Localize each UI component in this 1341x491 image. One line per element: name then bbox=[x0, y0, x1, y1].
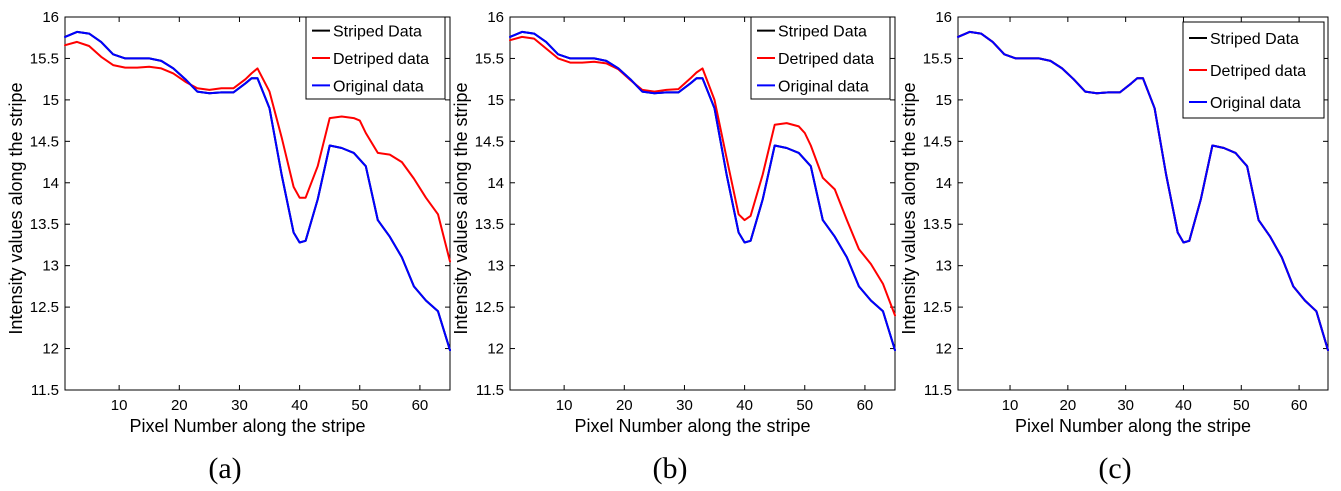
y-tick-label: 13 bbox=[935, 258, 952, 275]
legend-entry: Detriped data bbox=[778, 51, 874, 68]
panel-caption: (c) bbox=[1098, 452, 1131, 485]
y-axis-label: Intensity values along the stripe bbox=[451, 82, 471, 334]
chart-panel-3: 10 20 30 40 50 60 11.5 12 12.5 13 13.5 14 14.5 15 15.5… bbox=[899, 9, 1329, 485]
y-axis-label: Intensity values along the stripe bbox=[899, 82, 919, 334]
y-tick-label: 13.5 bbox=[30, 216, 59, 233]
y-tick-label: 15.5 bbox=[30, 50, 59, 67]
legend-entry: Original data bbox=[1210, 95, 1301, 112]
y-tick-label: 12.5 bbox=[30, 299, 59, 316]
x-tick-label: 30 bbox=[1117, 397, 1134, 414]
legend-entry: Detriped data bbox=[1210, 63, 1306, 80]
x-tick-label: 50 bbox=[796, 397, 813, 414]
legend-entry: Striped Data bbox=[1210, 31, 1299, 48]
legend-entry: Detriped data bbox=[333, 51, 429, 68]
y-tick-label: 12 bbox=[487, 341, 504, 358]
x-tick-label: 20 bbox=[171, 397, 188, 414]
y-tick-label: 11.5 bbox=[31, 382, 59, 399]
series-line-3 bbox=[509, 30, 896, 352]
series-line-2 bbox=[64, 40, 451, 263]
y-tick-label: 11.5 bbox=[924, 382, 952, 399]
x-tick-label: 10 bbox=[1002, 397, 1019, 414]
y-tick-label: 15.5 bbox=[923, 50, 952, 67]
x-axis-label: Pixel Number along the stripe bbox=[574, 416, 810, 436]
y-tick-label: 12.5 bbox=[923, 299, 952, 316]
y-axis-label: Intensity values along the stripe bbox=[6, 82, 26, 334]
y-tick-label: 14.5 bbox=[475, 133, 504, 150]
y-tick-label: 14.5 bbox=[923, 133, 952, 150]
x-tick-label: 60 bbox=[857, 397, 874, 414]
y-tick-label: 13 bbox=[487, 258, 504, 275]
y-tick-label: 13 bbox=[42, 258, 59, 275]
legend-entry: Original data bbox=[778, 78, 869, 95]
x-tick-label: 10 bbox=[111, 397, 128, 414]
y-tick-label: 14 bbox=[42, 175, 59, 192]
y-tick-label: 14 bbox=[487, 175, 504, 192]
y-tick-label: 14.5 bbox=[30, 133, 59, 150]
y-tick-label: 15 bbox=[935, 92, 952, 109]
x-tick-label: 20 bbox=[1060, 397, 1077, 414]
legend-entry: Striped Data bbox=[333, 24, 422, 41]
panel-caption: (a) bbox=[208, 452, 241, 485]
x-tick-label: 40 bbox=[291, 397, 308, 414]
y-tick-label: 12.5 bbox=[475, 299, 504, 316]
x-tick-label: 60 bbox=[1291, 397, 1308, 414]
y-tick-label: 14 bbox=[935, 175, 952, 192]
legend-entry: Striped Data bbox=[778, 24, 867, 41]
y-tick-label: 16 bbox=[42, 9, 59, 26]
series-line-3 bbox=[64, 30, 451, 352]
x-axis-label: Pixel Number along the stripe bbox=[129, 416, 365, 436]
x-tick-label: 50 bbox=[351, 397, 368, 414]
x-tick-label: 30 bbox=[676, 397, 693, 414]
y-tick-label: 13.5 bbox=[475, 216, 504, 233]
x-tick-label: 50 bbox=[1233, 397, 1250, 414]
x-tick-label: 20 bbox=[616, 397, 633, 414]
x-tick-label: 40 bbox=[1175, 397, 1192, 414]
y-tick-label: 12 bbox=[42, 341, 59, 358]
x-tick-label: 40 bbox=[736, 397, 753, 414]
x-tick-label: 60 bbox=[412, 397, 429, 414]
x-tick-label: 10 bbox=[556, 397, 573, 414]
y-tick-label: 15 bbox=[487, 92, 504, 109]
y-tick-label: 15.5 bbox=[475, 50, 504, 67]
x-tick-label: 30 bbox=[231, 397, 248, 414]
x-axis-label: Pixel Number along the stripe bbox=[1015, 416, 1251, 436]
y-tick-label: 13.5 bbox=[923, 216, 952, 233]
y-tick-label: 12 bbox=[935, 341, 952, 358]
chart-panel-2: 10 20 30 40 50 60 11.5 12 12.5 13 13.5 14 14.5 15 15.5… bbox=[451, 9, 896, 485]
legend-entry: Original data bbox=[333, 78, 424, 95]
chart-panel-1: 10 20 30 40 50 60 11.5 12 12.5 13 13.5 14 14.5 15 15.5… bbox=[6, 9, 451, 485]
y-tick-label: 11.5 bbox=[476, 382, 504, 399]
y-tick-label: 16 bbox=[935, 9, 952, 26]
series-line-3 bbox=[957, 30, 1329, 352]
panel-caption: (b) bbox=[653, 452, 688, 485]
y-tick-label: 15 bbox=[42, 92, 59, 109]
series-line-2 bbox=[509, 35, 896, 317]
y-tick-label: 16 bbox=[487, 9, 504, 26]
